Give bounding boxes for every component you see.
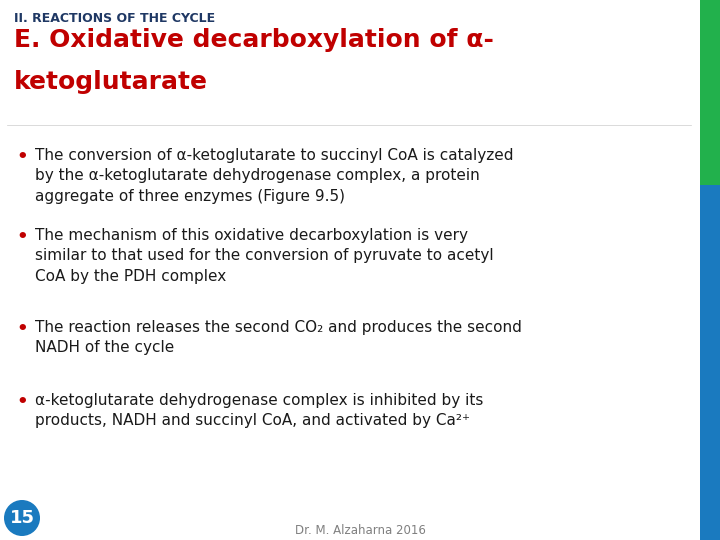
Text: Dr. M. Alzaharna 2016: Dr. M. Alzaharna 2016 (294, 523, 426, 537)
Text: E. Oxidative decarboxylation of α-: E. Oxidative decarboxylation of α- (14, 28, 494, 52)
Text: •: • (16, 148, 27, 166)
Bar (700, 185, 720, 540)
Text: •: • (16, 393, 27, 411)
Text: The mechanism of this oxidative decarboxylation is very
similar to that used for: The mechanism of this oxidative decarbox… (35, 228, 494, 284)
Text: α-ketoglutarate dehydrogenase complex is inhibited by its
products, NADH and suc: α-ketoglutarate dehydrogenase complex is… (35, 393, 483, 428)
Bar (700, 0, 720, 185)
Text: •: • (16, 320, 27, 338)
Text: The conversion of α-ketoglutarate to succinyl CoA is catalyzed
by the α-ketoglut: The conversion of α-ketoglutarate to suc… (35, 148, 513, 204)
Text: II. REACTIONS OF THE CYCLE: II. REACTIONS OF THE CYCLE (14, 12, 215, 25)
Text: ketoglutarate: ketoglutarate (14, 70, 208, 94)
Text: The reaction releases the second CO₂ and produces the second
NADH of the cycle: The reaction releases the second CO₂ and… (35, 320, 522, 355)
Text: 15: 15 (9, 509, 35, 527)
Text: •: • (16, 228, 27, 246)
Circle shape (4, 500, 40, 536)
